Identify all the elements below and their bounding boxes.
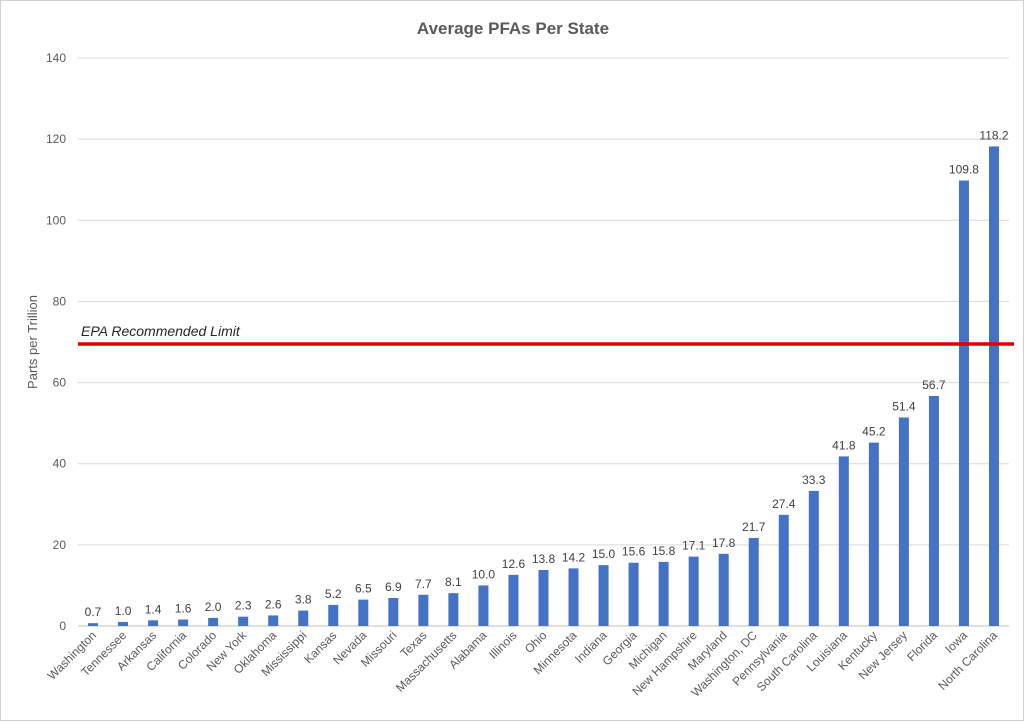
y-tick-label: 100	[46, 213, 66, 227]
data-labels: 0.7 1.0 1.4 1.6 2.0 2.3 2.6 3.8 5.2 6.5 6.9 7.7 8.1 1…	[85, 128, 1009, 619]
bar	[268, 615, 279, 626]
data-label: 14.2	[562, 550, 586, 564]
data-label: 1.6	[175, 602, 192, 616]
data-label: 13.8	[532, 552, 556, 566]
bar	[388, 598, 399, 626]
data-label: 118.2	[979, 128, 1008, 142]
data-label: 15.0	[592, 547, 616, 561]
bar	[748, 537, 759, 626]
data-label: 2.0	[205, 600, 222, 614]
y-tick-label: 0	[59, 619, 66, 633]
data-label: 0.7	[85, 605, 102, 619]
bar	[628, 562, 639, 626]
data-label: 15.6	[622, 545, 646, 559]
y-tick-label: 120	[46, 132, 66, 146]
data-label: 2.3	[235, 599, 252, 613]
data-label: 3.8	[295, 593, 312, 607]
bars	[88, 146, 999, 627]
gridlines	[78, 57, 1009, 627]
bar	[898, 417, 909, 626]
y-tick-label: 20	[53, 538, 67, 552]
bar	[238, 616, 249, 626]
bar	[688, 556, 699, 626]
data-label: 45.2	[862, 425, 886, 439]
data-label: 33.3	[802, 473, 826, 487]
bar	[148, 620, 159, 626]
data-label: 2.6	[265, 597, 282, 611]
bar	[838, 456, 849, 626]
data-label: 5.2	[325, 587, 342, 601]
data-label: 41.8	[832, 438, 856, 452]
y-tick-label: 40	[53, 457, 67, 471]
bar	[568, 568, 579, 626]
data-label: 56.7	[922, 378, 946, 392]
data-label: 21.7	[742, 520, 766, 534]
bar	[178, 619, 189, 626]
bar	[418, 594, 429, 626]
data-label: 1.0	[115, 604, 132, 618]
bar	[958, 180, 969, 627]
bar	[778, 514, 789, 626]
data-label: 17.1	[682, 539, 706, 553]
data-label: 8.1	[445, 575, 462, 589]
data-label: 17.8	[712, 536, 736, 550]
bar	[538, 570, 549, 626]
data-label: 51.4	[892, 399, 916, 413]
data-label: 15.8	[652, 544, 676, 558]
category-label: Florida	[904, 628, 940, 664]
bar	[358, 599, 369, 626]
y-axis-label: Parts per Trillion	[25, 295, 40, 389]
bar	[808, 490, 819, 626]
bar	[208, 617, 219, 626]
chart-title: Average PFAs Per State	[417, 19, 609, 38]
bar	[718, 553, 729, 626]
data-label: 1.4	[145, 602, 162, 616]
bar	[598, 565, 609, 626]
epa-limit-label: EPA Recommended Limit	[81, 323, 241, 339]
data-label: 6.9	[385, 580, 402, 594]
data-label: 27.4	[772, 497, 796, 511]
category-label: Illinois	[486, 628, 519, 661]
bar	[508, 574, 519, 626]
data-label: 109.8	[949, 163, 979, 177]
bar	[88, 623, 99, 626]
data-label: 7.7	[415, 577, 432, 591]
bar	[868, 442, 879, 626]
data-label: 6.5	[355, 582, 372, 596]
data-label: 10.0	[472, 567, 496, 581]
bar	[118, 621, 129, 626]
y-tick-label: 80	[53, 294, 67, 308]
bar	[928, 395, 939, 626]
y-tick-label: 60	[53, 376, 67, 390]
data-label: 12.6	[502, 557, 526, 571]
category-labels: WashingtonTennesseeArkansasCaliforniaCol…	[45, 628, 1001, 700]
bar	[988, 146, 999, 626]
bar	[658, 561, 669, 626]
bar	[298, 610, 309, 626]
y-axis-ticks: 0 20 40 60 80 100 120 140	[46, 51, 66, 633]
y-tick-label: 140	[46, 51, 66, 65]
bar	[478, 585, 489, 626]
bar	[448, 593, 459, 626]
bar	[328, 604, 339, 626]
